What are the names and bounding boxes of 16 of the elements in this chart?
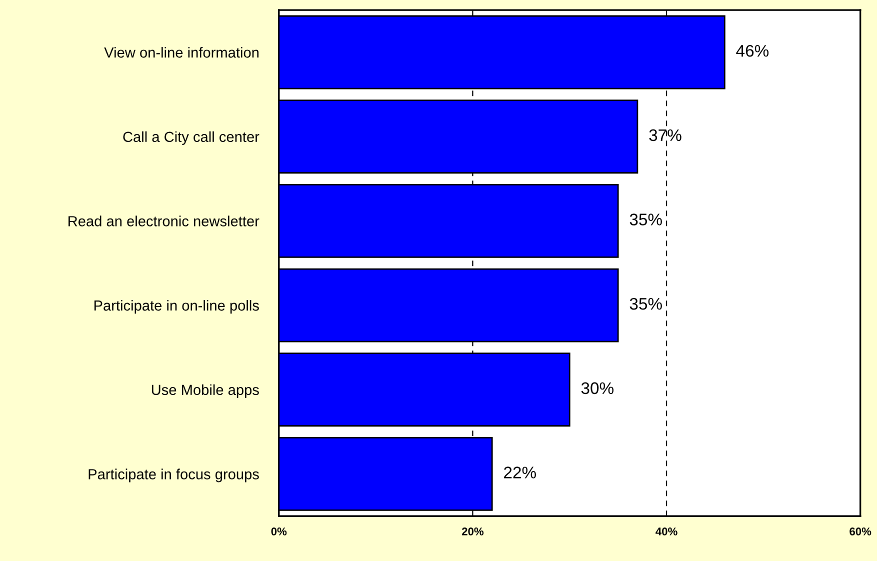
y-tick-label: Call a City call center [123, 131, 260, 145]
y-tick-label: Participate in focus groups [88, 468, 259, 482]
y-tick-label: Participate in on-line polls [94, 300, 259, 314]
data-label: 37% [649, 129, 682, 142]
data-label: 30% [581, 382, 614, 394]
y-tick-label: Use Mobile apps [152, 384, 259, 398]
y-tick-label: View on-line information [104, 46, 259, 58]
x-tick-label: 40% [656, 528, 678, 536]
data-label: 46% [736, 44, 769, 57]
data-label: 22% [504, 466, 536, 478]
data-label: 35% [630, 214, 662, 226]
y-tick-label: Read an electronic newsletter [68, 216, 260, 226]
x-tick-label: 0% [271, 528, 287, 536]
x-tick-label: 20% [462, 528, 484, 536]
x-tick-label: 60% [850, 528, 872, 536]
data-label: 35% [630, 298, 662, 310]
